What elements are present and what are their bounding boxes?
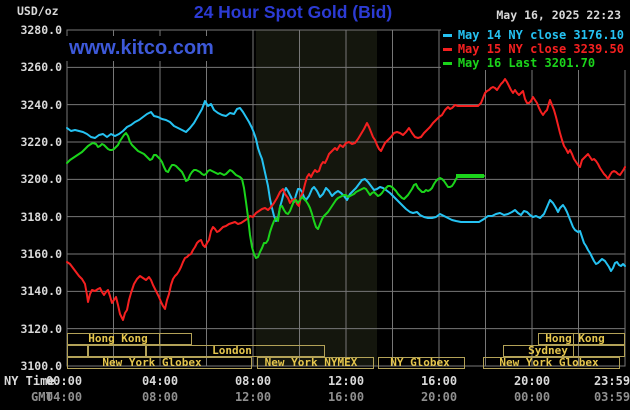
ny-time-axis-title: NY Time <box>4 374 55 388</box>
y-axis-tick-label: 3280.0 <box>20 23 62 37</box>
y-axis-tick-label: 3240.0 <box>20 97 62 112</box>
session-label: Hong Kong <box>545 331 605 345</box>
session-label: New York Globex <box>102 355 202 369</box>
session-label: Sydney <box>528 343 568 357</box>
kitco-watermark-link[interactable]: www.kitco.com <box>66 36 217 61</box>
ny-tick-label: 20:00 <box>513 374 551 388</box>
y-axis-tick-label: 3100.0 <box>20 359 62 373</box>
y-axis-tick-label: 3160.0 <box>20 247 62 261</box>
y-axis-tick-label: 3120.0 <box>20 321 62 336</box>
series-line-may-14 <box>66 100 626 272</box>
legend-row-2: May 16 Last 3201.70 <box>442 56 624 70</box>
ny-tick-label: 12:00 <box>327 374 365 388</box>
chart-title: 24 Hour Spot Gold (Bid) <box>193 2 393 22</box>
chart-datetime: May 16, 2025 22:23 <box>496 8 621 22</box>
legend-dash-icon <box>442 47 452 51</box>
session-box-london <box>146 344 325 357</box>
session-box-hong-kong <box>538 332 625 345</box>
session-box-new-york-globex <box>483 356 620 369</box>
session-box-divider <box>159 333 160 344</box>
ny-tick-label: 08:00 <box>234 374 272 388</box>
session-box-new-york-nymex <box>257 356 374 369</box>
session-box-divider <box>573 345 574 356</box>
series-line-may-15 <box>66 78 626 321</box>
y-axis-tick-label: 3140.0 <box>20 284 62 299</box>
ny-tick-label: 04:00 <box>141 374 179 388</box>
session-label: New York Globex <box>499 355 599 369</box>
gmt-tick-label: 08:00 <box>141 390 179 404</box>
gmt-tick-label: 04:00 <box>45 390 83 404</box>
session-label: London <box>212 343 252 357</box>
session-box-new-york-globex <box>67 356 252 369</box>
y-axis-tick-label: 3220.0 <box>20 135 62 149</box>
session-label: New York NYMEX <box>264 355 358 369</box>
legend-label: May 14 NY close 3176.10 <box>457 28 624 42</box>
gmt-tick-label: 16:00 <box>327 390 365 404</box>
gmt-tick-label: 20:00 <box>420 390 458 404</box>
gmt-tick-label: 00:00 <box>513 390 551 404</box>
session-label: Hong Kong <box>88 331 148 345</box>
gmt-tick-label: 03:59 <box>593 390 630 404</box>
session-shade-band <box>256 30 377 366</box>
legend-row-0: May 14 NY close 3176.10 <box>442 28 624 42</box>
series-line-may-16 <box>66 132 485 259</box>
legend-row-1: May 15 NY close 3239.50 <box>442 42 624 56</box>
session-box-ny-globex <box>378 356 465 369</box>
legend-label: May 15 NY close 3239.50 <box>457 42 624 56</box>
y-axis-tick-label: 3180.0 <box>20 209 62 224</box>
gmt-axis-title: GMT <box>31 390 53 404</box>
y-axis-unit-label: USD/oz <box>17 4 59 18</box>
legend-dash-icon <box>442 33 452 37</box>
plot-border <box>66 29 626 367</box>
legend-label: May 16 Last 3201.70 <box>457 56 596 70</box>
legend-dash-icon <box>442 61 452 65</box>
session-box-hong-kong <box>67 332 192 345</box>
y-axis-tick-label: 3200.0 <box>20 172 62 187</box>
ny-tick-label: 16:00 <box>420 374 458 388</box>
session-box <box>88 344 146 357</box>
legend: May 14 NY close 3176.10 May 15 NY close 3… <box>440 28 626 70</box>
gmt-tick-label: 12:00 <box>234 390 272 404</box>
y-axis-tick-label: 3260.0 <box>20 60 62 75</box>
session-box-sydney <box>503 344 625 357</box>
session-label: NY Globex <box>390 355 450 369</box>
session-box <box>67 344 88 357</box>
ny-tick-label: 23:59 <box>593 374 630 388</box>
ny-tick-label: 00:00 <box>45 374 83 388</box>
session-box-divider <box>573 333 574 344</box>
